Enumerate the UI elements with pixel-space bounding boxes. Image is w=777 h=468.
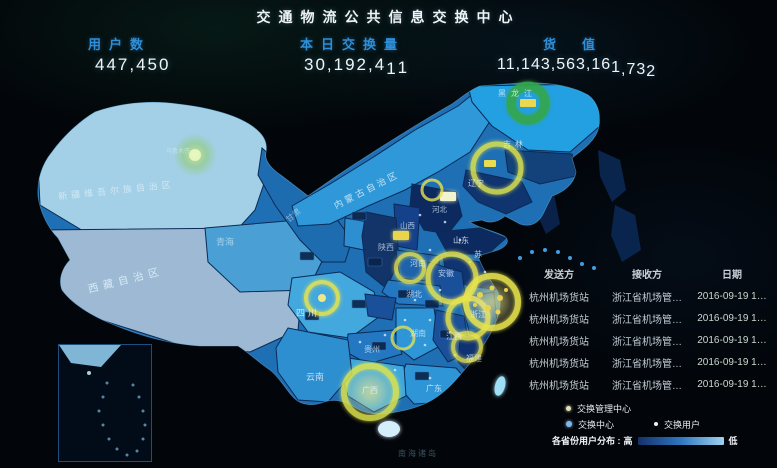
label-hunan: 湖南 [410, 328, 426, 338]
legend-row-management: 交换管理中心 [552, 400, 772, 416]
label-urumqi: 乌鲁木齐 [166, 147, 190, 155]
page-title: 交通物流公共信息交换中心 [256, 9, 521, 25]
users-stat-label: 用户数 [88, 37, 152, 52]
label-shaanxi: 陕西 [378, 242, 394, 252]
exchange-user-dots [358, 213, 487, 380]
label-liaoning: 辽宁 [468, 178, 484, 188]
label-fujian: 福建 [466, 353, 482, 363]
scale-low-label: 低 [728, 436, 738, 446]
users-stat-value: 447,450 [95, 55, 171, 74]
table-row: 杭州机场货站 浙江省机场管… 2016-09-19 1… [515, 373, 773, 395]
label-hubei: 湖北 [406, 290, 422, 299]
label-heilongjiang: 黑龙江 [498, 88, 537, 98]
cell-sender: 杭州机场货站 [529, 380, 589, 392]
legend-center-label: 交换中心 [578, 419, 615, 430]
exchange-records-table: 发送方 接收方 日期 杭州机场货站 浙江省机场管… 2016-09-19 1… … [515, 266, 773, 395]
label-jiangsu: 苏 [474, 249, 482, 259]
label-guangxi: 广西 [362, 385, 378, 395]
table-row: 杭州机场货站 浙江省机场管… 2016-09-19 1… [515, 329, 773, 351]
label-guizhou: 贵州 [364, 344, 380, 354]
label-hebei: 河北 [432, 205, 447, 214]
exchange-stat-value: 30,192,411 [304, 55, 410, 78]
activity-rings [173, 81, 550, 421]
beijing-highlight-tag [440, 192, 456, 201]
cell-date: 2016-09-19 1… [697, 312, 767, 324]
exchange-stat-label: 本日交换量 [300, 37, 406, 52]
col-header-sender: 发送方 [544, 270, 574, 281]
table-header-row: 发送方 接收方 日期 [515, 266, 773, 281]
distribution-label: 各省份用户分布 : [552, 436, 621, 446]
china-outline [37, 82, 600, 415]
cargo-stat-label: 货值 [543, 37, 622, 52]
label-jilin: 吉林 [503, 139, 527, 149]
table-row: 杭州机场货站 浙江省机场管… 2016-09-19 1… [515, 351, 773, 373]
cell-date: 2016-09-19 1… [697, 334, 767, 346]
south-china-sea-inset [58, 344, 152, 462]
odometer-digits: ,73 [621, 61, 647, 78]
odometer-digits: 11,143,563,16 [497, 56, 612, 73]
neighbor-landmass [518, 150, 641, 270]
odometer-digits: 1 [397, 58, 410, 77]
management-center-marker-icon [566, 405, 571, 411]
label-zhejiang: 浙江 [470, 309, 486, 319]
distribution-scale: 各省份用户分布 : 高 低 [552, 434, 772, 447]
label-yunnan: 云南 [306, 371, 324, 382]
odometer-digits: 1 [386, 59, 398, 78]
cell-date: 2016-09-19 1… [697, 378, 767, 390]
odometer-digits: 30,192,4 [304, 55, 387, 74]
cargo-stat-value: 11,143,563,161,732 [497, 56, 656, 80]
cell-sender: 杭州机场货站 [529, 358, 589, 370]
label-shandong: 山东 [453, 235, 469, 245]
legend-management-label: 交换管理中心 [577, 403, 632, 414]
legend-row-center-user: 交换中心 交换用户 [552, 416, 772, 432]
cell-receiver: 浙江省机场管… [612, 358, 682, 370]
cell-sender: 杭州机场货站 [529, 314, 589, 326]
exchange-user-marker-icon [654, 422, 659, 426]
scale-high-label: 高 [623, 436, 633, 446]
label-qinghai: 青海 [216, 236, 234, 247]
distribution-gradient-bar [637, 436, 724, 445]
label-anhui: 安徽 [438, 268, 454, 278]
cell-date: 2016-09-19 1… [697, 290, 767, 302]
cell-sender: 杭州机场货站 [529, 292, 589, 304]
label-henan: 河南 [410, 258, 426, 268]
odometer-digits: 1 [611, 59, 622, 76]
cell-receiver: 浙江省机场管… [612, 314, 682, 326]
map-legend: 交换管理中心 交换中心 交换用户 各省份用户分布 : 高 低 [552, 400, 772, 447]
inset-islands [59, 345, 147, 457]
exchange-center-marker-icon [566, 421, 572, 427]
cell-sender: 杭州机场货站 [529, 336, 589, 348]
col-header-date: 日期 [722, 270, 742, 281]
cell-receiver: 浙江省机场管… [612, 336, 682, 348]
label-south-china-sea: 南海诸岛 [398, 448, 438, 458]
label-jiangxi: 江西 [446, 332, 462, 341]
legend-user-label: 交换用户 [664, 419, 701, 430]
cell-date: 2016-09-19 1… [697, 356, 767, 368]
label-sichuan: 四川 [296, 308, 320, 318]
cell-receiver: 浙江省机场管… [612, 380, 682, 392]
label-shanxi: 山西 [400, 220, 415, 230]
col-header-receiver: 接收方 [632, 270, 662, 281]
table-row: 杭州机场货站 浙江省机场管… 2016-09-19 1… [515, 307, 773, 329]
islands [378, 376, 506, 437]
table-row: 杭州机场货站 浙江省机场管… 2016-09-19 1… [515, 285, 773, 307]
label-guangdong: 广东 [426, 383, 442, 393]
cell-receiver: 浙江省机场管… [612, 292, 682, 304]
odometer-digits: 2 [646, 63, 657, 80]
